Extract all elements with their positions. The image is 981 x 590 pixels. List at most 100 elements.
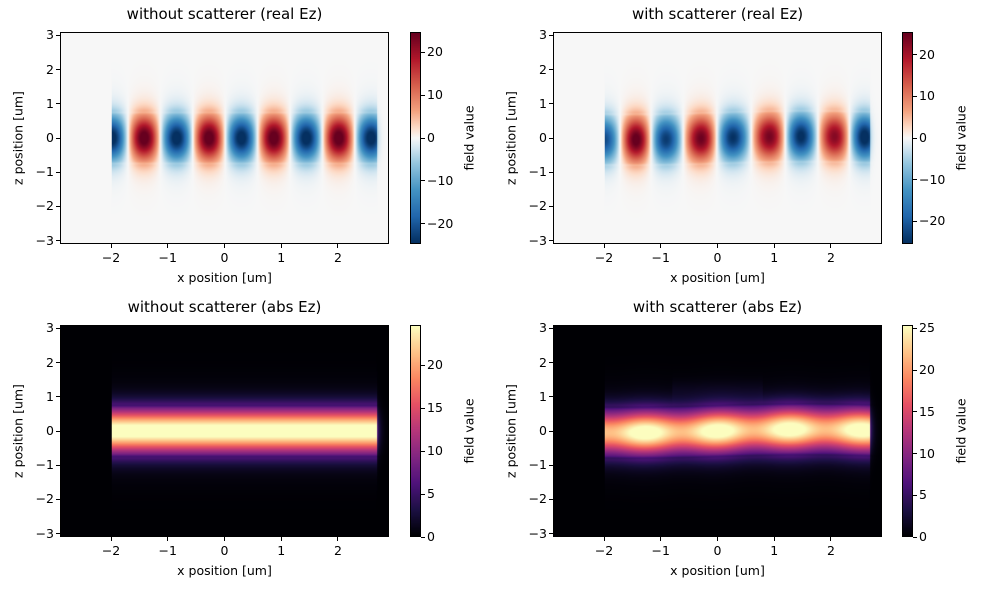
y-tick-label: 3 [539, 27, 547, 43]
y-tick-label: 2 [539, 61, 547, 77]
x-axis-label: x position [um] [177, 270, 272, 285]
y-tick-label: 1 [539, 388, 547, 404]
x-tick-label: 1 [770, 250, 779, 265]
y-tick-mark [549, 396, 553, 398]
colorbar-tick-label: 20 [919, 46, 935, 62]
colorbar-tick-mark [421, 137, 425, 139]
y-tick-label: 1 [539, 95, 547, 111]
x-tick-label: −2 [594, 250, 614, 265]
colorbar-label: field value [461, 398, 477, 464]
x-axis-label: x position [um] [670, 563, 765, 578]
y-tick-mark [549, 327, 553, 329]
colorbar-tick-mark [421, 223, 425, 225]
y-tick-label: 3 [539, 320, 547, 336]
x-tick-mark [337, 537, 339, 541]
x-tick-label: 2 [826, 543, 835, 558]
x-tick-mark [280, 244, 282, 248]
y-tick-label: 2 [46, 354, 54, 370]
x-tick-label: −2 [594, 543, 614, 558]
x-tick-mark [603, 244, 605, 248]
y-tick-mark [549, 362, 553, 364]
y-tick-mark [549, 533, 553, 535]
x-tick-mark [773, 244, 775, 248]
y-tick-label: −2 [35, 491, 54, 507]
colorbar-tick-mark [913, 536, 917, 538]
x-tick-label: −1 [651, 543, 670, 558]
y-tick-label: 1 [46, 388, 54, 404]
colorbar-label: field value [953, 398, 969, 464]
y-tick-label: 0 [46, 423, 54, 438]
colorbar-tick-mark [421, 407, 425, 409]
y-tick-label: 0 [46, 130, 54, 145]
colorbar-tick-mark [421, 51, 425, 53]
colorbar [410, 32, 421, 244]
y-tick-mark [549, 69, 553, 71]
y-axis-label: z position [um] [503, 384, 519, 478]
colorbar-tick-label: −10 [919, 171, 946, 187]
colorbar-tick-label: 15 [919, 403, 935, 419]
y-tick-label: 0 [539, 423, 547, 438]
y-tick-mark [56, 171, 60, 173]
x-tick-mark [337, 244, 339, 248]
colorbar-tick-label: 0 [427, 130, 435, 145]
x-tick-label: 1 [770, 543, 779, 558]
y-tick-label: −2 [528, 491, 547, 507]
colorbar-tick-label: 15 [427, 400, 443, 416]
y-tick-label: −1 [528, 457, 547, 473]
heatmap-image [554, 33, 881, 243]
colorbar-gradient [411, 33, 420, 243]
heatmap-image [61, 326, 388, 536]
colorbar-tick-label: 0 [919, 130, 927, 145]
x-tick-mark [280, 537, 282, 541]
x-tick-mark [660, 537, 662, 541]
colorbar-tick-mark [913, 369, 917, 371]
y-tick-mark [56, 240, 60, 242]
colorbar-gradient [903, 33, 912, 243]
y-tick-mark [549, 205, 553, 207]
heatmap-axes [553, 325, 882, 537]
x-tick-mark [773, 537, 775, 541]
x-tick-mark [224, 537, 225, 541]
colorbar-tick-label: 5 [919, 487, 927, 503]
colorbar-tick-label: 25 [919, 320, 935, 336]
y-tick-label: −1 [528, 164, 547, 180]
y-axis-label: z position [um] [10, 91, 26, 185]
x-tick-label: 1 [277, 543, 286, 558]
heatmap-image [554, 326, 881, 536]
colorbar-tick-mark [421, 180, 425, 182]
chart-title: without scatterer (abs Ez) [127, 298, 322, 316]
colorbar-tick-mark [913, 220, 917, 222]
x-tick-label: −2 [101, 543, 121, 558]
y-tick-label: 2 [539, 354, 547, 370]
colorbar-tick-mark [421, 493, 425, 495]
y-tick-mark [56, 327, 60, 329]
x-tick-label: 0 [713, 543, 722, 558]
y-tick-mark [56, 103, 60, 105]
colorbar-tick-mark [421, 94, 425, 96]
y-tick-mark [56, 34, 60, 36]
y-tick-mark [549, 498, 553, 500]
colorbar-tick-mark [913, 494, 917, 496]
y-tick-label: −3 [35, 232, 54, 248]
y-tick-label: −3 [528, 525, 547, 541]
colorbar [902, 325, 913, 537]
colorbar-tick-label: −10 [427, 172, 454, 188]
y-tick-label: 3 [46, 320, 54, 336]
x-tick-mark [660, 244, 662, 248]
heatmap-axes [553, 32, 882, 244]
y-tick-mark [549, 464, 553, 466]
colorbar-label: field value [953, 105, 969, 171]
y-tick-mark [56, 396, 60, 398]
colorbar-tick-label: 10 [919, 88, 935, 104]
y-tick-mark [56, 205, 60, 207]
colorbar-tick-label: 5 [427, 486, 435, 502]
y-tick-mark [549, 171, 553, 173]
colorbar-tick-label: 20 [427, 357, 443, 373]
y-tick-label: −3 [35, 525, 54, 541]
x-tick-label: 2 [826, 250, 835, 265]
y-tick-label: −1 [35, 164, 54, 180]
x-tick-mark [603, 537, 605, 541]
colorbar-tick-mark [421, 450, 425, 452]
x-tick-mark [830, 537, 832, 541]
